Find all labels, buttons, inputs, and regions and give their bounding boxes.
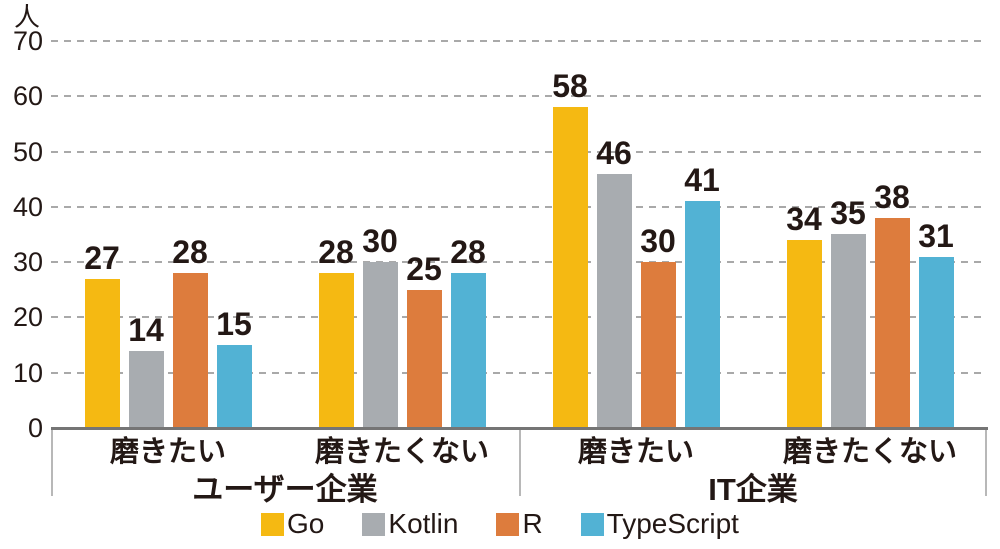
value-label-kotlin-group3: 46: [596, 134, 632, 171]
y-axis-unit-label: 人: [14, 2, 41, 32]
section-label-2: IT企業: [708, 472, 798, 507]
x-category-label-group4: 磨きたくない: [782, 436, 957, 468]
section-label-1: ユーザー企業: [192, 472, 378, 507]
legend-swatch-go: [261, 512, 285, 536]
value-label-r-group3: 30: [640, 223, 676, 260]
bar-typescript-group4: [918, 256, 954, 428]
gridline-10: [51, 371, 987, 374]
value-label-typescript-group3: 41: [684, 162, 720, 199]
legend-item-typescript: TypeScript: [580, 508, 739, 539]
legend-swatch-kotlin: [362, 512, 386, 536]
value-label-r-group2: 25: [406, 250, 442, 287]
gridline-50: [51, 150, 987, 153]
x-category-label-group1: 磨きたい: [109, 436, 226, 468]
x-axis-line: [51, 427, 988, 430]
bar-typescript-group3: [684, 201, 720, 428]
value-label-go-group3: 58: [552, 68, 588, 105]
bar-go-group3: [552, 107, 588, 428]
legend-label-r: R: [522, 508, 543, 539]
value-label-kotlin-group1: 14: [128, 311, 164, 348]
value-label-go-group2: 28: [318, 234, 354, 271]
bar-go-group1: [84, 278, 120, 428]
bar-typescript-group2: [450, 273, 486, 428]
bar-kotlin-group4: [830, 234, 866, 428]
value-label-r-group1: 28: [172, 234, 208, 271]
bar-r-group4: [874, 217, 910, 428]
section-bracket-line-1: [51, 430, 53, 496]
x-category-label-group3: 磨きたい: [577, 436, 694, 468]
bar-go-group4: [786, 239, 822, 428]
value-label-go-group4: 34: [786, 200, 822, 237]
value-label-kotlin-group2: 30: [362, 223, 398, 260]
gridline-60: [51, 95, 987, 98]
section-bracket-line-3: [985, 430, 987, 496]
value-label-typescript-group1: 15: [216, 306, 252, 343]
legend-item-go: Go: [261, 510, 324, 538]
value-label-go-group1: 27: [84, 239, 120, 276]
bar-go-group2: [318, 273, 354, 428]
legend-item-kotlin: Kotlin: [362, 510, 458, 538]
bar-r-group2: [406, 289, 442, 428]
legend: Go Kotlin R TypeScript: [0, 507, 1000, 541]
legend-swatch-r: [496, 512, 520, 536]
legend-label-kotlin: Kotlin: [388, 508, 459, 539]
gridline-40: [51, 205, 987, 208]
bar-kotlin-group3: [596, 173, 632, 428]
bar-r-group3: [640, 262, 676, 428]
value-label-r-group4: 38: [874, 178, 910, 215]
bar-kotlin-group1: [128, 350, 164, 428]
legend-swatch-typescript: [580, 512, 604, 536]
y-tick-label-40: 40: [12, 191, 43, 222]
y-tick-label-60: 60: [12, 81, 43, 112]
bar-r-group1: [172, 273, 208, 428]
x-category-label-group2: 磨きたくない: [314, 436, 489, 468]
bar-typescript-group1: [216, 345, 252, 428]
bar-kotlin-group2: [362, 262, 398, 428]
gridline-70: [51, 39, 987, 42]
y-tick-label-50: 50: [12, 136, 43, 167]
y-tick-label-10: 10: [12, 357, 43, 388]
legend-label-typescript: TypeScript: [606, 508, 739, 539]
y-tick-label-70: 70: [12, 25, 43, 56]
y-tick-label-0: 0: [27, 413, 43, 443]
gridline-20: [51, 316, 987, 319]
value-label-typescript-group4: 31: [918, 217, 954, 254]
legend-item-r: R: [496, 508, 543, 539]
value-label-typescript-group2: 28: [450, 234, 486, 271]
y-tick-label-20: 20: [12, 302, 43, 333]
section-bracket-line-2: [519, 430, 521, 496]
gridline-30: [51, 261, 987, 264]
legend-label-go: Go: [287, 508, 325, 539]
y-tick-label-30: 30: [12, 247, 43, 278]
value-label-kotlin-group4: 35: [830, 195, 866, 232]
